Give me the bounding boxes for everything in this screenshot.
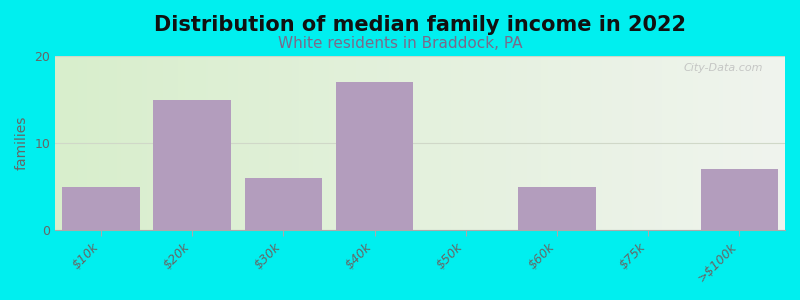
Bar: [154, 100, 231, 230]
Y-axis label: families: families: [15, 116, 29, 170]
Bar: [62, 187, 140, 230]
Bar: [336, 82, 414, 230]
Text: White residents in Braddock, PA: White residents in Braddock, PA: [278, 36, 522, 51]
Bar: [518, 187, 596, 230]
Title: Distribution of median family income in 2022: Distribution of median family income in …: [154, 15, 686, 35]
Bar: [701, 169, 778, 230]
Text: City-Data.com: City-Data.com: [684, 63, 763, 73]
Bar: [245, 178, 322, 230]
